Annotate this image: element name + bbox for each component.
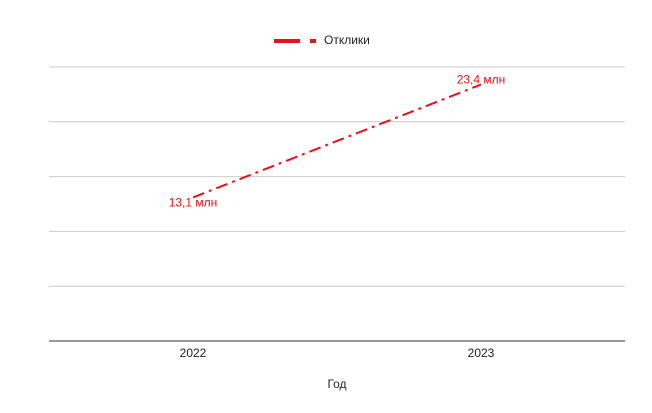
x-tick-label: 2023 [468, 346, 495, 360]
x-tick-label: 2022 [180, 346, 207, 360]
series-line [192, 83, 482, 199]
data-label: 23,4 млн [457, 73, 506, 87]
legend-label: Отклики [324, 33, 370, 47]
x-axis-label: Год [327, 377, 346, 391]
data-label: 13,1 млн [169, 196, 218, 210]
